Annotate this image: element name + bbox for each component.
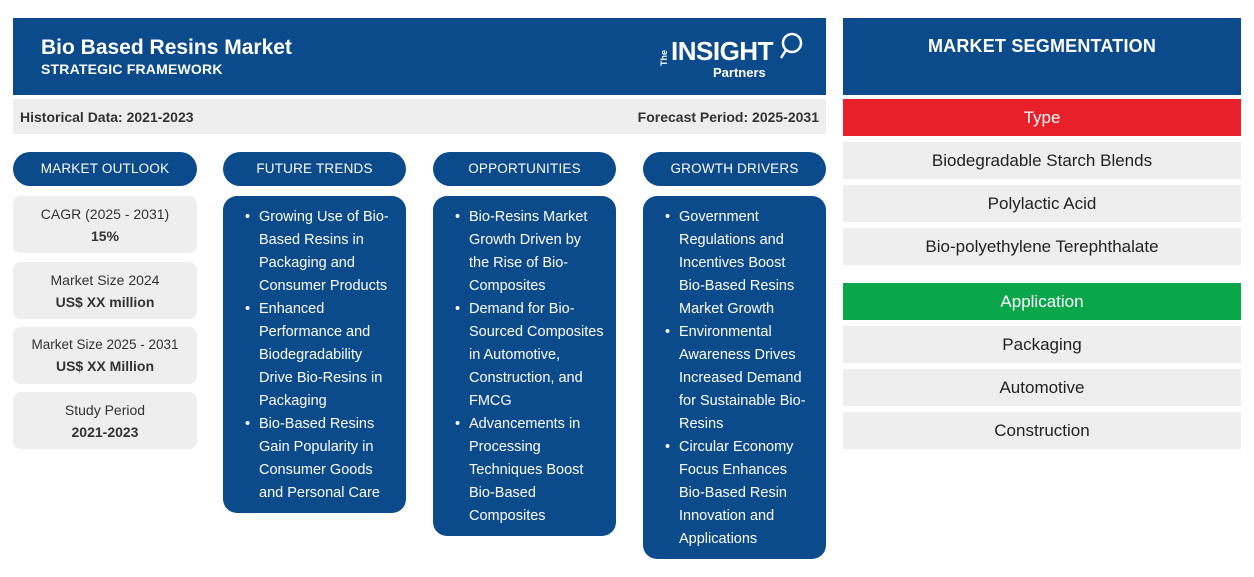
driver-item: Government Regulations and Incentives Bo… (665, 206, 814, 321)
logo-bulb-icon (779, 32, 803, 59)
stat-label: Study Period (64, 402, 146, 418)
outlook-stat: Market Size 2024 US$ XX million (13, 262, 197, 319)
segmentation-title: MARKET SEGMENTATION (843, 18, 1241, 95)
period-bar: Historical Data: 2021-2023 Forecast Peri… (13, 99, 826, 134)
future-trends-header: FUTURE TRENDS (223, 152, 406, 186)
segment-item: Packaging (843, 326, 1241, 363)
segment-type-header: Type (843, 99, 1241, 136)
opportunity-item: Advancements in Processing Techniques Bo… (455, 413, 604, 528)
segment-item: Bio-polyethylene Terephthalate (843, 228, 1241, 265)
opportunity-item: Demand for Bio-Sourced Composites in Aut… (455, 298, 604, 413)
logo-the: The (659, 49, 669, 66)
driver-item: Circular Economy Focus Enhances Bio-Base… (665, 436, 814, 551)
stat-label: Market Size 2025 - 2031 (31, 337, 179, 352)
forecast-period: Forecast Period: 2025-2031 (637, 109, 819, 125)
trend-item: Bio-Based Resins Gain Popularity in Cons… (245, 413, 394, 505)
logo-insight: INSIGHT (671, 36, 773, 66)
stat-value: 15% (90, 228, 120, 244)
trend-item: Enhanced Performance and Biodegradabilit… (245, 298, 394, 413)
report-title: Bio Based Resins Market (41, 36, 292, 59)
opportunity-item: Bio-Resins Market Growth Driven by the R… (455, 206, 604, 298)
segment-item: Biodegradable Starch Blends (843, 142, 1241, 179)
outlook-stat: Market Size 2025 - 2031 US$ XX Million (13, 327, 197, 384)
future-trends-card: Growing Use of Bio-Based Resins in Packa… (223, 196, 406, 513)
insight-partners-logo: The INSIGHT Partners (659, 32, 804, 84)
outlook-stat: CAGR (2025 - 2031) 15% (13, 196, 197, 253)
segment-item: Automotive (843, 369, 1241, 406)
stat-label: CAGR (2025 - 2031) (40, 206, 170, 222)
stat-value: US$ XX Million (55, 358, 154, 374)
logo-partners: Partners (713, 65, 766, 80)
driver-item: Environmental Awareness Drives Increased… (665, 321, 814, 436)
opportunities-card: Bio-Resins Market Growth Driven by the R… (433, 196, 616, 536)
segment-item: Polylactic Acid (843, 185, 1241, 222)
stat-label: Market Size 2024 (50, 272, 160, 288)
report-header: Bio Based Resins Market STRATEGIC FRAMEW… (13, 18, 826, 95)
growth-drivers-header: GROWTH DRIVERS (643, 152, 826, 186)
outlook-stat: Study Period 2021-2023 (13, 392, 197, 449)
trend-item: Growing Use of Bio-Based Resins in Packa… (245, 206, 394, 298)
segment-application-header: Application (843, 283, 1241, 320)
stat-value: US$ XX million (55, 294, 155, 310)
market-outlook-header: MARKET OUTLOOK (13, 152, 197, 186)
opportunities-header: OPPORTUNITIES (433, 152, 616, 186)
segment-item: Construction (843, 412, 1241, 449)
historical-data: Historical Data: 2021-2023 (20, 109, 194, 125)
stat-value: 2021-2023 (71, 424, 139, 440)
report-subtitle: STRATEGIC FRAMEWORK (41, 61, 223, 77)
growth-drivers-card: Government Regulations and Incentives Bo… (643, 196, 826, 559)
